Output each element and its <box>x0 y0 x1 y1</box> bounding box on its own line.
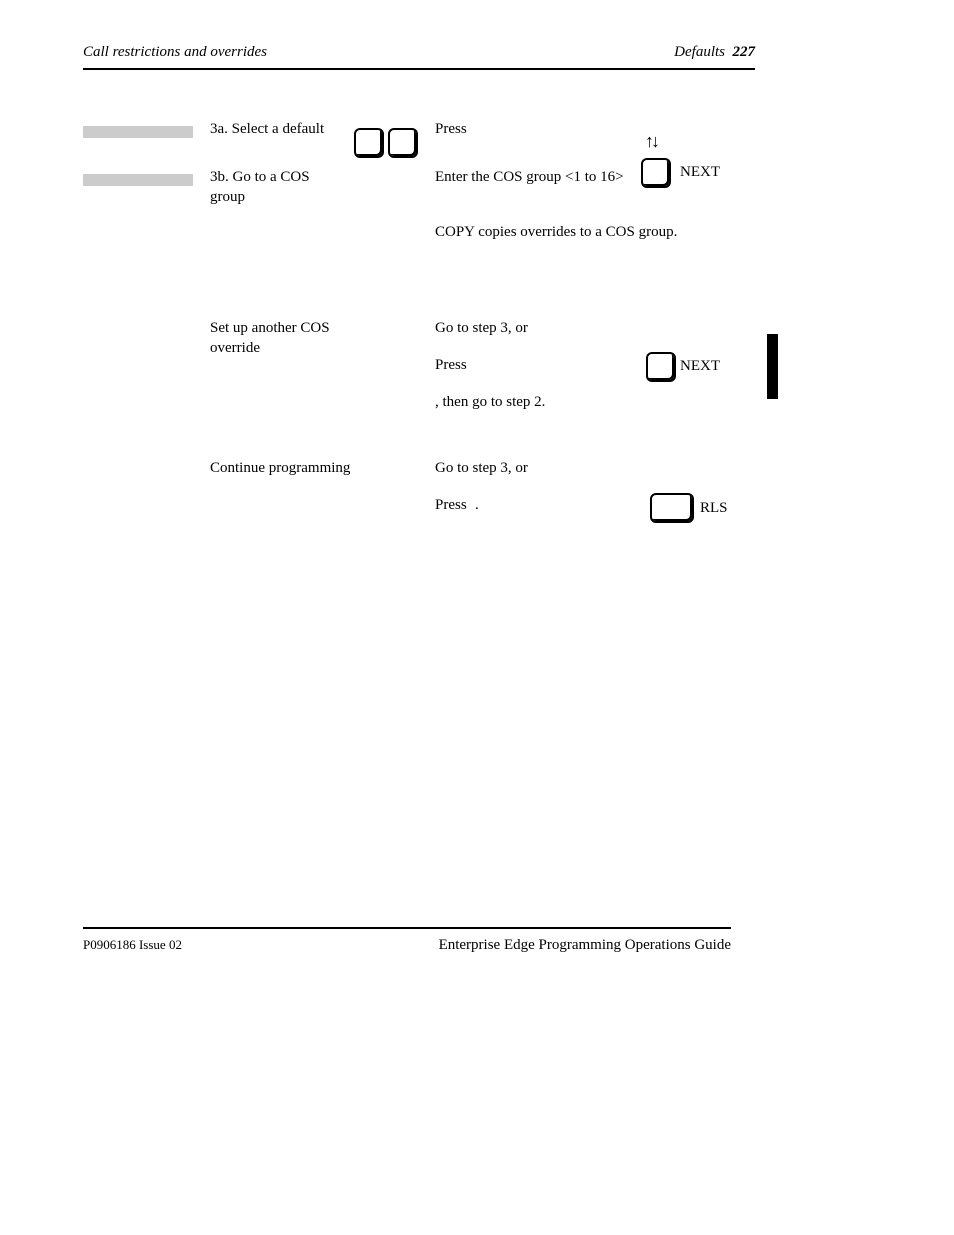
setup-inst-mid: Press <box>435 355 645 375</box>
key-icon <box>388 128 418 158</box>
updown-icon: ↑↓ <box>645 131 657 152</box>
cont-inst-pre: Go to step 3, or <box>435 458 650 478</box>
step-3b-desc: 3b. Go to a COS group <box>210 167 340 207</box>
header-section: Defaults 227 <box>674 44 755 61</box>
step-marker-3b <box>83 174 193 186</box>
cont-key-label: RLS <box>700 498 740 518</box>
next-key-icon <box>641 158 671 188</box>
top-rule <box>83 68 755 70</box>
cont-inst-after: . <box>475 495 495 515</box>
bottom-rule <box>83 927 731 929</box>
step-marker-3a <box>83 126 193 138</box>
setup-inst-after: , then go to step 2. <box>435 392 645 412</box>
setup-key-label: NEXT <box>680 356 735 376</box>
copy-note: COPY copies overrides to a COS group. <box>435 222 735 242</box>
step-3a-instruction: Press <box>435 119 645 139</box>
setup-inst-pre: Go to step 3, or <box>435 318 645 338</box>
page-number-top: 227 <box>733 44 756 60</box>
header-title: Call restrictions and overrides <box>83 44 267 61</box>
step-3a-desc: 3a. Select a default <box>210 119 340 139</box>
section-tab <box>767 334 778 399</box>
footer-left: P0906186 Issue 02 <box>83 937 182 953</box>
step-3b-instruction: Enter the COS group <1 to 16> <box>435 167 645 187</box>
step-3a-key-label: NEXT <box>680 162 735 182</box>
setup-desc: Set up another COS override <box>210 318 355 358</box>
footer-right: Enterprise Edge Programming Operations G… <box>439 937 731 954</box>
page: Call restrictions and overrides Defaults… <box>0 0 954 1235</box>
rls-key-icon <box>650 493 694 523</box>
cont-desc: Continue programming <box>210 458 365 478</box>
cont-inst-mid: Press <box>435 495 650 515</box>
key-icon <box>354 128 384 158</box>
next-key-icon <box>646 352 676 382</box>
